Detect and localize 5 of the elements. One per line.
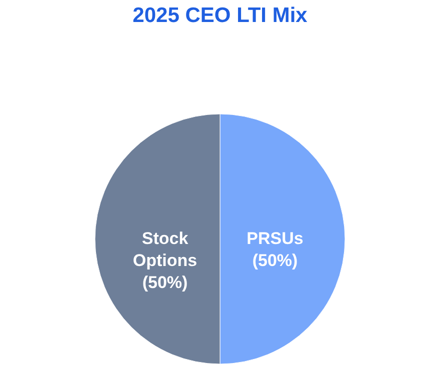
data-label: (50%) (252, 251, 298, 270)
chart-title: 2025 CEO LTI Mix (132, 4, 308, 27)
data-label: (50%) (142, 273, 188, 292)
slice-label: Stock Options (132, 229, 198, 270)
slice-label: PRSUs (246, 229, 304, 248)
